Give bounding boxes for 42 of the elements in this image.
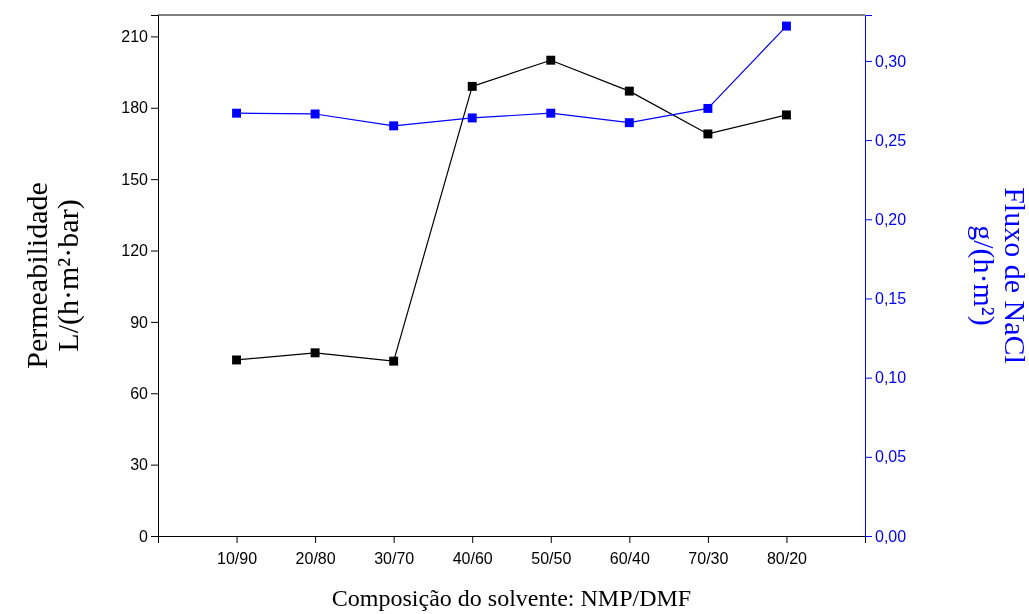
x-tick-label: 40/60: [452, 549, 493, 567]
y-tick-label: 60: [130, 384, 149, 402]
point: [467, 81, 477, 91]
point: [310, 109, 320, 119]
y2-tick-label: 0,25: [875, 131, 907, 149]
y2-tick-label: 0,20: [875, 210, 907, 228]
x-tick-label: 80/20: [766, 549, 808, 567]
point: [781, 21, 791, 31]
x-axis-title: Composição do solvente: NMP/DMF: [331, 585, 692, 611]
y2-tick-label: 0,10: [875, 369, 907, 387]
point: [310, 348, 320, 358]
x-tick-label: 30/70: [374, 549, 415, 567]
x-tick-label: 20/80: [295, 549, 336, 567]
point: [232, 355, 242, 365]
y-tick-label: 30: [130, 456, 149, 474]
x-tick-label: 60/40: [609, 549, 650, 567]
point: [389, 356, 399, 366]
y-tick-label: 120: [121, 242, 149, 260]
y-tick-label: 210: [121, 28, 149, 46]
y2-axis-title: Fluxo de NaCl g/(h·m²): [966, 187, 1029, 364]
y-tick-label: 180: [121, 99, 149, 117]
point: [624, 86, 634, 96]
x-tick-label: 10/90: [217, 549, 258, 567]
point: [781, 110, 791, 120]
y-tick-label: 90: [130, 313, 149, 331]
y2-tick-label: 0,30: [875, 52, 907, 70]
point: [546, 55, 556, 65]
point: [232, 108, 242, 118]
y-tick-label: 150: [121, 170, 149, 188]
point: [389, 121, 399, 131]
x-tick-label: 70/30: [688, 549, 729, 567]
point: [624, 118, 634, 128]
point: [546, 108, 556, 118]
y2-tick-label: 0,05: [875, 448, 907, 466]
y2-tick-label: 0,00: [875, 527, 907, 545]
y-tick-label: 0: [139, 527, 149, 545]
point: [703, 103, 713, 113]
point: [467, 113, 477, 123]
y2-tick-label: 0,15: [875, 290, 907, 308]
point: [703, 129, 713, 139]
y-axis-title: Permeabilidade L/(h·m²·bar): [20, 182, 86, 369]
x-tick-label: 50/50: [531, 549, 572, 567]
